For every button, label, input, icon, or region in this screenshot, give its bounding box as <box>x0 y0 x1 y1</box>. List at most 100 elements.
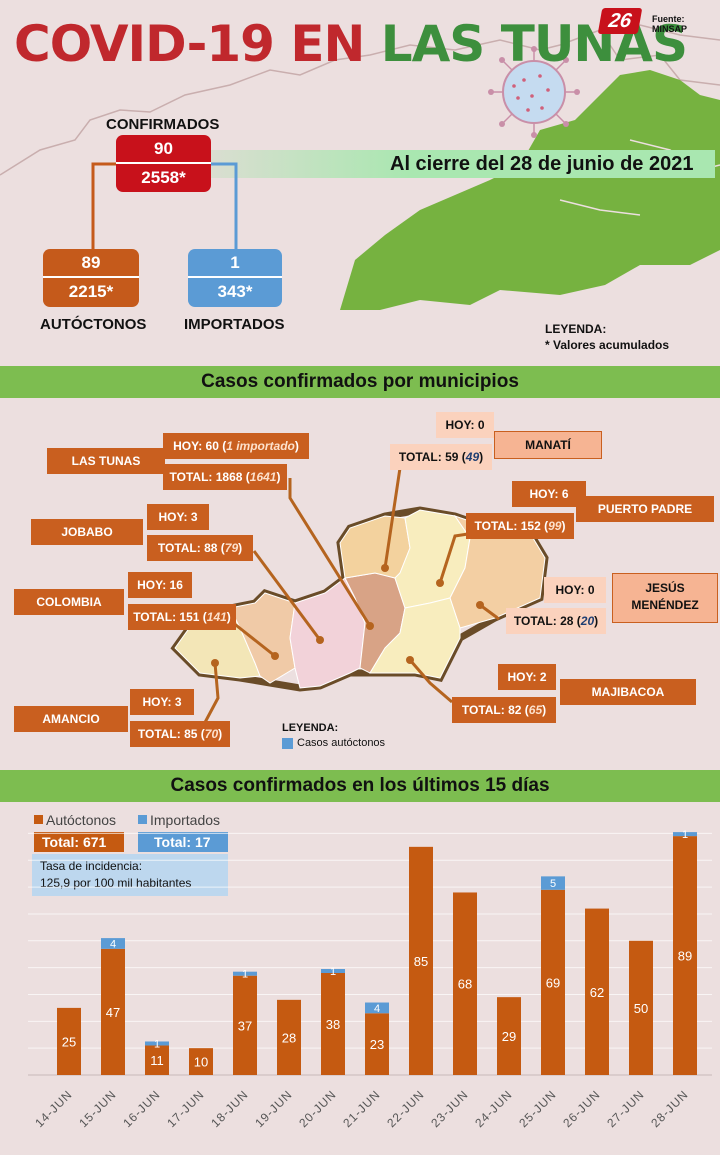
x-tick-label: 26-JUN <box>560 1087 603 1130</box>
legend-auto-label: Autóctonos <box>46 812 117 828</box>
muni-jobabo-name: JOBABO <box>31 519 143 545</box>
date-label: Al cierre del 28 de junio de 2021 <box>390 153 694 175</box>
x-tick-label: 22-JUN <box>384 1087 427 1130</box>
bar-label-autoctonos: 38 <box>326 1017 340 1032</box>
bar-label-importados: 1 <box>242 969 248 981</box>
bar-label-autoctonos: 11 <box>150 1053 164 1068</box>
brand-logo-text: 26 <box>597 8 643 34</box>
muni-colombia-today: HOY: 16 <box>128 572 192 598</box>
title-las-tunas: LAS TUNAS <box>380 15 688 73</box>
muni-jobabo-today: HOY: 3 <box>147 504 209 530</box>
bar-label-autoctonos: 47 <box>106 1005 120 1020</box>
summary-legend-note: * Valores acumulados <box>545 338 670 352</box>
muni-manati-name: MANATÍ <box>494 431 602 459</box>
incidence-line1: Tasa de incidencia: <box>40 859 143 873</box>
bar-label-autoctonos: 37 <box>238 1018 252 1033</box>
title-covid: COVID-19 EN <box>14 15 365 73</box>
total-auto-badge: Total: 671 <box>34 832 124 852</box>
bar-label-autoctonos: 62 <box>590 985 604 1000</box>
summary-legend-title: LEYENDA: <box>545 322 607 336</box>
bar-autoctonos <box>189 1048 213 1075</box>
bar-label-autoctonos: 69 <box>546 975 560 990</box>
muni-amancio-name: AMANCIO <box>14 706 128 732</box>
brand-logo: 26 <box>597 8 643 34</box>
map-legend-item: Casos autóctonos <box>297 737 386 749</box>
bar-label-importados: 1 <box>682 829 688 841</box>
autochthonous-box: 89 2215* <box>43 249 139 307</box>
muni-colombia-total: TOTAL: 151 (141) <box>128 604 236 630</box>
x-tick-label: 24-JUN <box>472 1087 515 1130</box>
bar-autoctonos <box>409 846 433 1075</box>
x-tick-label: 21-JUN <box>340 1087 383 1130</box>
bar-autoctonos <box>277 999 301 1075</box>
bar-autoctonos <box>101 948 125 1075</box>
muni-colombia-name: COLOMBIA <box>14 589 124 615</box>
muni-puerto-padre-name: PUERTO PADRE <box>576 496 714 522</box>
incidence-box: Tasa de incidencia: 125,9 por 100 mil ha… <box>32 854 228 896</box>
bar-autoctonos <box>541 889 565 1075</box>
bar-label-importados: 1 <box>154 1038 160 1050</box>
x-tick-label: 27-JUN <box>604 1087 647 1130</box>
bar-autoctonos <box>365 1013 389 1075</box>
bar-label-importados: 5 <box>550 878 556 890</box>
bar-label-autoctonos: 68 <box>458 977 472 992</box>
region-majibacoa <box>369 597 461 679</box>
bar-autoctonos <box>585 908 609 1075</box>
muni-manati-today: HOY: 0 <box>436 412 494 438</box>
x-tick-label: 20-JUN <box>296 1087 339 1130</box>
muni-puerto-padre-total: TOTAL: 152 (99) <box>466 513 574 539</box>
autochthonous-total: 2215* <box>43 276 139 305</box>
autochthonous-today: 89 <box>81 253 101 272</box>
bar-importados <box>233 971 257 976</box>
summary-connectors <box>91 162 238 250</box>
map-legend-swatch <box>282 738 293 749</box>
bar-importados <box>321 969 345 973</box>
imported-total: 343* <box>188 276 282 305</box>
bar-label-importados: 4 <box>110 938 116 950</box>
x-tick-label: 23-JUN <box>428 1087 471 1130</box>
bar-autoctonos <box>57 1007 81 1075</box>
bar-label-autoctonos: 29 <box>502 1029 516 1044</box>
bar-label-importados: 4 <box>374 1003 380 1015</box>
imported-box: 1 343* <box>188 249 282 307</box>
bar-label-autoctonos: 89 <box>678 949 692 964</box>
date-banner <box>205 150 715 178</box>
muni-jobabo-total: TOTAL: 88 (79) <box>147 535 253 561</box>
bar-importados <box>101 938 125 949</box>
imported-label: IMPORTADOS <box>184 316 285 333</box>
bar-importados <box>541 876 565 890</box>
legend-imp-swatch <box>138 815 147 824</box>
muni-jesus-menendez-name: JESÚS MENÉNDEZ <box>612 573 718 623</box>
muni-las-tunas-today: HOY: 60 (1 importado) <box>163 433 309 459</box>
bar-label-importados: 1 <box>330 966 336 978</box>
x-tick-label: 25-JUN <box>516 1087 559 1130</box>
x-tick-label: 18-JUN <box>208 1087 251 1130</box>
bar-importados <box>673 832 697 837</box>
legend-imp-label: Importados <box>150 812 221 828</box>
bar-autoctonos <box>629 940 653 1075</box>
municipalities-banner: Casos confirmados por municipios <box>0 366 720 398</box>
incidence-line2: 125,9 por 100 mil habitantes <box>40 876 192 890</box>
muni-majibacoa-today: HOY: 2 <box>498 664 556 690</box>
muni-las-tunas-total: TOTAL: 1868 (1641) <box>163 464 287 490</box>
muni-puerto-padre-today: HOY: 6 <box>512 481 586 507</box>
x-tick-label: 17-JUN <box>164 1087 207 1130</box>
muni-jesus-menendez-today: HOY: 0 <box>544 577 606 603</box>
bar-autoctonos <box>145 1045 169 1075</box>
total-imp-badge: Total: 17 <box>138 832 228 852</box>
muni-jesus-menendez-total: TOTAL: 28 (20) <box>506 608 606 634</box>
x-tick-label: 19-JUN <box>252 1087 295 1130</box>
muni-las-tunas-name: LAS TUNAS <box>47 448 165 474</box>
background-map <box>0 24 720 310</box>
muni-amancio-today: HOY: 3 <box>130 689 194 715</box>
bar-importados <box>145 1041 169 1046</box>
x-tick-label: 15-JUN <box>76 1087 119 1130</box>
confirmed-box: 90 2558* <box>116 135 211 192</box>
imported-today: 1 <box>230 253 240 272</box>
bar-label-autoctonos: 10 <box>194 1055 208 1070</box>
x-tick-label: 16-JUN <box>120 1087 163 1130</box>
bar-autoctonos <box>673 836 697 1075</box>
map-legend-title: LEYENDA: <box>282 722 339 734</box>
bar-autoctonos <box>233 975 257 1075</box>
confirmed-total: 2558* <box>116 162 211 191</box>
